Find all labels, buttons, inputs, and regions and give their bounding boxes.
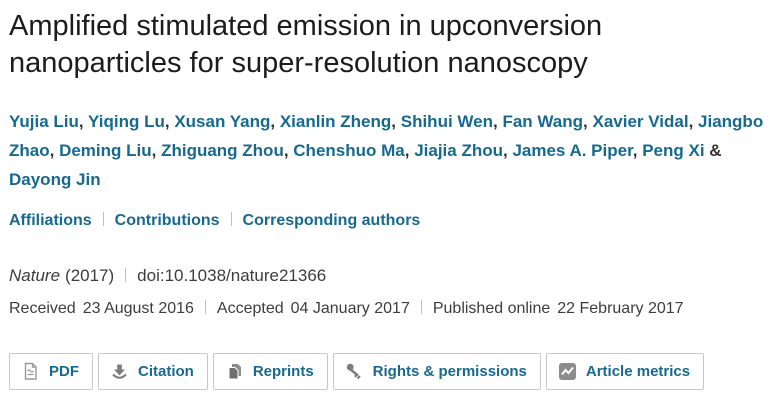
- date-value: 23 August 2016: [82, 300, 194, 317]
- author-link[interactable]: James A. Piper: [512, 141, 633, 160]
- chart-metrics-icon: [558, 362, 577, 381]
- author-separator: ,: [492, 112, 503, 131]
- info-link-corresponding-authors[interactable]: Corresponding authors: [242, 212, 421, 229]
- separator-bar: [125, 268, 127, 282]
- info-link-contributions[interactable]: Contributions: [114, 212, 220, 229]
- date-value: 04 January 2017: [290, 300, 410, 317]
- doi-text: doi:10.1038/nature21366: [137, 266, 327, 285]
- author-separator: ,: [688, 112, 699, 131]
- history-dates: Received 23 August 2016 Accepted 04 January…: [9, 299, 769, 319]
- author-separator: ,: [391, 112, 401, 131]
- author-separator: ,: [404, 141, 415, 160]
- author-separator: ,: [283, 141, 294, 160]
- date-value: 22 February 2017: [557, 300, 684, 317]
- citation-button[interactable]: Citation: [98, 353, 208, 390]
- author-link[interactable]: Yiqing Lu: [88, 112, 165, 131]
- author-info-links: Affiliations Contributions Corresponding a…: [9, 211, 769, 231]
- author-separator: ,: [632, 141, 643, 160]
- author-separator: ,: [78, 112, 89, 131]
- copy-pages-icon: [225, 362, 244, 381]
- article-toolbar: PDF Citation Reprints Rights & permissions A…: [9, 353, 769, 390]
- author-separator: ,: [583, 112, 593, 131]
- pdf-document-icon: [21, 362, 40, 381]
- author-link[interactable]: Xavier Vidal: [592, 112, 689, 131]
- date-label: Received: [9, 300, 76, 317]
- separator-bar: [204, 300, 206, 314]
- author-link[interactable]: Zhiguang Zhou: [161, 141, 284, 160]
- button-label: Article metrics: [585, 363, 691, 380]
- author-link[interactable]: Dayong Jin: [9, 170, 101, 189]
- key-icon: [345, 362, 364, 381]
- author-link[interactable]: Shihui Wen: [400, 112, 493, 131]
- author-link[interactable]: Deming Liu: [59, 141, 152, 160]
- button-label: Reprints: [252, 363, 314, 380]
- separator-bar: [102, 212, 104, 226]
- author-link[interactable]: Jiangbo Zhao: [9, 112, 764, 160]
- date-label: Accepted: [216, 300, 284, 317]
- author-link[interactable]: Yujia Liu: [9, 112, 79, 131]
- journal-name: Nature: [9, 266, 61, 285]
- button-label: PDF: [49, 363, 79, 380]
- rights-permissions-button[interactable]: Rights & permissions: [332, 353, 541, 390]
- separator-bar: [420, 300, 422, 314]
- info-link-affiliations[interactable]: Affiliations: [9, 212, 92, 229]
- button-label: Citation: [138, 363, 194, 380]
- author-link[interactable]: Peng Xi: [642, 141, 705, 160]
- download-icon: [110, 362, 129, 381]
- citation-year: (2017): [65, 266, 115, 285]
- author-link[interactable]: Xusan Yang: [174, 112, 271, 131]
- author-link[interactable]: Jiajia Zhou: [414, 141, 503, 160]
- author-link[interactable]: Fan Wang: [502, 112, 584, 131]
- article-title: Amplified stimulated emission in upconve…: [9, 10, 603, 79]
- author-separator: ,: [164, 112, 175, 131]
- pdf-button[interactable]: PDF: [9, 353, 93, 390]
- author-separator: ,: [502, 141, 513, 160]
- author-separator: ,: [270, 112, 280, 131]
- date-label: Published online: [432, 300, 551, 317]
- separator-bar: [230, 212, 232, 226]
- author-separator: ,: [49, 141, 60, 160]
- article-header-page: Amplified stimulated emission in upconve…: [9, 10, 769, 390]
- author-separator: &: [704, 141, 722, 160]
- button-label: Rights & permissions: [372, 363, 527, 380]
- reprints-button[interactable]: Reprints: [212, 353, 328, 390]
- author-link[interactable]: Chenshuo Ma: [293, 141, 405, 160]
- author-list: Yujia Liu, Yiqing Lu, Xusan Yang, Xianli…: [9, 107, 767, 194]
- author-separator: ,: [151, 141, 162, 160]
- citation-line: Nature (2017) doi:10.1038/nature21366: [9, 265, 769, 286]
- author-link[interactable]: Xianlin Zheng: [279, 112, 392, 131]
- article-metrics-button[interactable]: Article metrics: [545, 353, 705, 390]
